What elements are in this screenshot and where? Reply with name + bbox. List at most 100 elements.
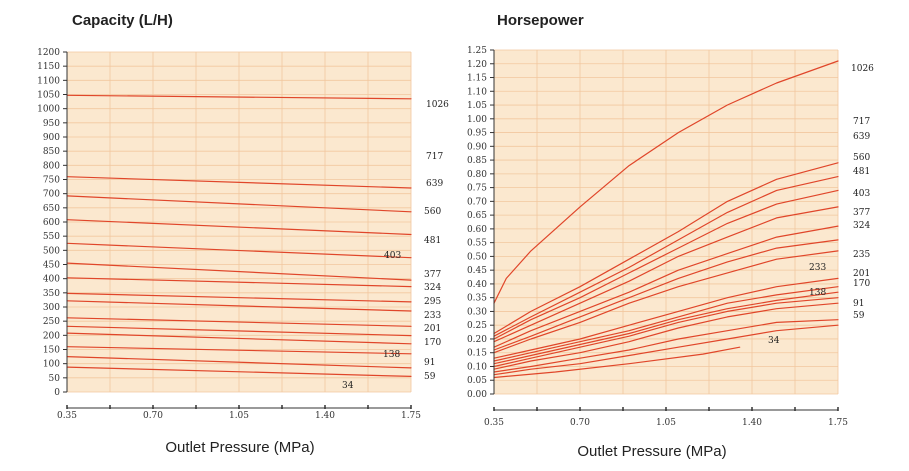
series-line-324 <box>493 250 839 354</box>
series-line-403 <box>66 262 412 281</box>
y-tick-label: 0.75 <box>467 184 487 194</box>
y-tick-label: 900 <box>43 133 60 143</box>
series-line-235 <box>493 277 839 359</box>
series-line-233 <box>66 317 412 327</box>
y-tick-label: 0.00 <box>467 390 487 400</box>
y-tick-label: 0.85 <box>467 156 487 166</box>
curve-label-201: 201 <box>853 269 870 279</box>
y-tick-label: 0.30 <box>467 307 487 317</box>
capacity-chart-title: Capacity (L/H) <box>72 12 173 29</box>
series-line-59 <box>66 366 412 377</box>
horsepower-axes: 0.00 0.05 0.10 0.15 0.20 0.25 0.30 0.35 0.40 0.45… <box>467 46 848 428</box>
y-tick-label: 1.20 <box>467 60 487 70</box>
y-tick-label: 0.35 <box>467 294 487 304</box>
series-line-377 <box>493 239 839 351</box>
x-tick-label: 1.75 <box>401 411 421 421</box>
y-tick-label: 0.55 <box>467 239 487 249</box>
x-tick-label: 0.70 <box>143 411 163 421</box>
series-line-377 <box>66 277 412 288</box>
y-tick-label: 0.50 <box>467 252 487 262</box>
series-line-324 <box>66 292 412 303</box>
curve-label-170: 170 <box>424 338 441 348</box>
x-tick-label: 0.70 <box>570 418 590 428</box>
y-tick-label: 0.20 <box>467 335 487 345</box>
curve-label-91: 91 <box>853 299 864 309</box>
y-tick-label: 800 <box>43 161 60 171</box>
curve-label-324: 324 <box>424 283 441 293</box>
x-tick-label: 1.05 <box>656 418 676 428</box>
y-tick-label: 1100 <box>37 76 60 86</box>
series-line-639 <box>66 195 412 213</box>
curve-label-59: 59 <box>853 311 865 321</box>
curve-label-324: 324 <box>853 221 870 231</box>
curve-label-1026: 1026 <box>426 100 449 110</box>
y-tick-label: 0.90 <box>467 142 487 152</box>
y-tick-label: 600 <box>43 218 60 228</box>
horsepower-series <box>493 60 839 379</box>
series-line-295 <box>66 300 412 312</box>
y-tick-label: 500 <box>43 246 60 256</box>
series-line-170 <box>66 332 412 345</box>
curve-label-91: 91 <box>424 358 435 368</box>
x-tick-label: 0.35 <box>484 418 504 428</box>
series-line-91 <box>493 319 839 373</box>
y-tick-label: 350 <box>43 289 60 299</box>
curve-label-560: 560 <box>853 153 870 163</box>
y-tick-label: 1.10 <box>467 87 487 97</box>
y-tick-label: 0.40 <box>467 280 487 290</box>
y-tick-label: 300 <box>43 303 60 313</box>
series-line-560 <box>66 219 412 236</box>
curve-label-717: 717 <box>853 117 870 127</box>
series-line-91 <box>66 356 412 369</box>
curve-label-59: 59 <box>424 372 436 382</box>
series-line-201 <box>66 325 412 337</box>
curve-label-235: 235 <box>853 250 870 260</box>
y-tick-label: 450 <box>43 261 60 271</box>
curve-label-34: 34 <box>768 336 780 346</box>
x-tick-label: 1.40 <box>742 418 762 428</box>
y-tick-label: 0.80 <box>467 170 487 180</box>
curve-label-560: 560 <box>424 207 441 217</box>
capacity-axes: 0 50 100 150 200 250 300 350 400 450 500 550 600 650 7… <box>37 48 421 421</box>
horsepower-chart-title: Horsepower <box>497 12 584 29</box>
curve-label-717: 717 <box>426 152 443 162</box>
series-line-481 <box>66 242 412 259</box>
y-tick-label: 1050 <box>37 91 60 101</box>
x-tick-label: 1.75 <box>828 418 848 428</box>
y-tick-label: 700 <box>43 190 60 200</box>
y-tick-label: 0.70 <box>467 197 487 207</box>
curve-label-481: 481 <box>424 236 441 246</box>
y-tick-label: 1.25 <box>467 46 487 56</box>
y-tick-label: 650 <box>43 204 60 214</box>
series-line-639 <box>493 176 839 337</box>
y-tick-label: 50 <box>49 374 61 384</box>
y-tick-label: 0.65 <box>467 211 487 221</box>
series-line-717 <box>66 176 412 189</box>
curve-label-233: 233 <box>424 311 441 321</box>
series-line-560 <box>493 189 839 340</box>
y-tick-label: 1200 <box>37 48 60 58</box>
y-tick-label: 150 <box>43 346 60 356</box>
series-line-1026 <box>66 94 412 100</box>
curve-label-377: 377 <box>424 270 441 280</box>
y-tick-label: 1000 <box>37 105 60 115</box>
series-line-1026 <box>493 60 839 304</box>
curve-label-481: 481 <box>853 167 870 177</box>
y-tick-label: 0 <box>54 388 60 398</box>
curve-label-138: 138 <box>383 350 400 360</box>
curve-label-170: 170 <box>853 279 870 289</box>
y-tick-label: 0.45 <box>467 266 487 276</box>
curve-label-1026: 1026 <box>851 64 874 74</box>
curve-label-295: 295 <box>424 297 441 307</box>
curve-label-403: 403 <box>853 189 870 199</box>
series-line-34 <box>493 346 741 379</box>
series-line-233 <box>493 286 839 362</box>
y-tick-label: 550 <box>43 232 60 242</box>
x-tick-label: 1.05 <box>229 411 249 421</box>
series-line-403 <box>493 225 839 348</box>
y-tick-label: 750 <box>43 176 60 186</box>
curve-label-639: 639 <box>426 179 443 189</box>
y-tick-label: 0.05 <box>467 376 487 386</box>
capacity-x-axis-label: Outlet Pressure (MPa) <box>165 439 314 456</box>
y-tick-label: 850 <box>43 147 60 157</box>
